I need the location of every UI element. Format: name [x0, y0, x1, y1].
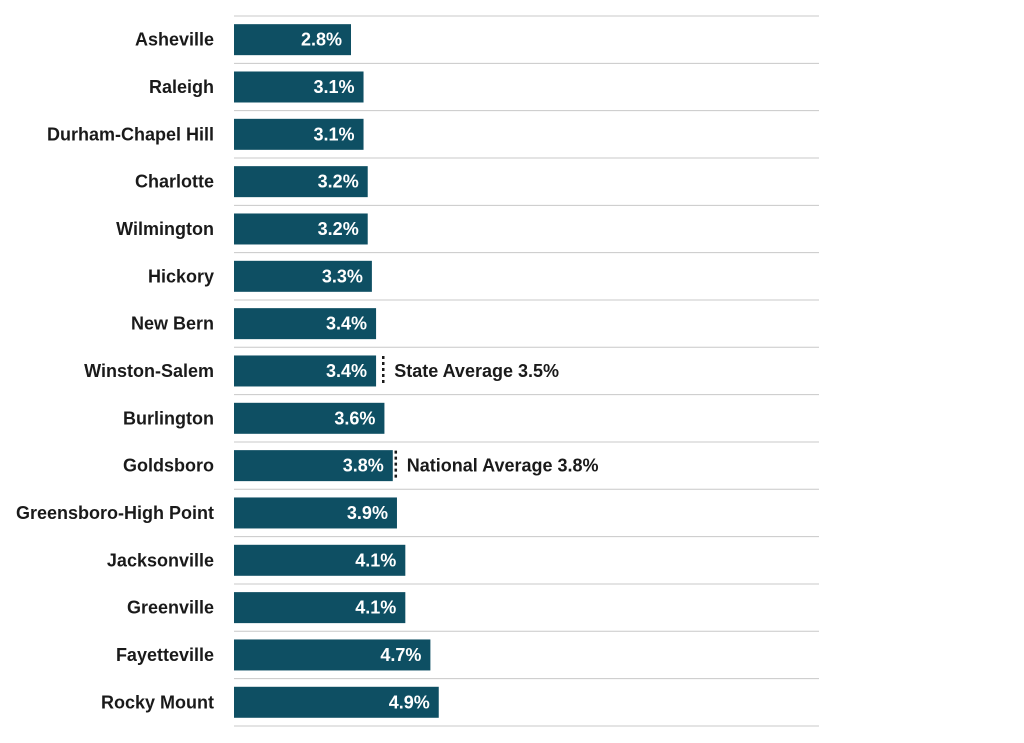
- bar: [234, 592, 406, 624]
- value-label: 3.2%: [318, 172, 359, 192]
- category-labels: Asheville Raleigh Durham-Chapel Hill Charlo…: [16, 30, 214, 713]
- bar: [234, 639, 431, 671]
- value-labels: 2.8% 3.1% 3.1% 3.2% 3.2% 3.3% 3.4% 3.4% 3.6% 3.8%…: [301, 30, 430, 713]
- category-label: Rocky Mount: [101, 692, 214, 712]
- category-label: Raleigh: [149, 77, 214, 97]
- category-label: Winston-Salem: [84, 361, 214, 381]
- category-label: Charlotte: [135, 172, 214, 192]
- value-label: 3.8%: [343, 456, 384, 476]
- value-label: 4.1%: [355, 598, 396, 618]
- bar: [234, 497, 397, 529]
- bar: [234, 686, 439, 718]
- bars: [234, 24, 439, 718]
- gridlines: [234, 15, 819, 727]
- value-label: 3.3%: [322, 266, 363, 286]
- category-label: Wilmington: [116, 219, 214, 239]
- bar: [234, 355, 377, 387]
- value-label: 3.4%: [326, 314, 367, 334]
- bar: [234, 260, 372, 292]
- value-label: 3.2%: [318, 219, 359, 239]
- category-label: Greenville: [127, 598, 214, 618]
- category-label: Fayetteville: [116, 645, 214, 665]
- bar: [234, 308, 377, 340]
- category-label: Durham-Chapel Hill: [47, 124, 214, 144]
- category-label: Goldsboro: [123, 456, 214, 476]
- value-label: 4.7%: [380, 645, 421, 665]
- reference-label: State Average 3.5%: [394, 361, 559, 381]
- value-label: 4.1%: [355, 550, 396, 570]
- bar: [234, 544, 406, 576]
- category-label: Asheville: [135, 30, 214, 50]
- bar: [234, 71, 364, 103]
- bar: [234, 118, 364, 150]
- bar: [234, 213, 368, 245]
- bar: [234, 24, 351, 56]
- bar: [234, 402, 385, 434]
- category-label: Hickory: [148, 266, 214, 286]
- value-label: 3.1%: [314, 124, 355, 144]
- value-label: 3.9%: [347, 503, 388, 523]
- bar: [234, 450, 393, 482]
- value-label: 4.9%: [389, 692, 430, 712]
- reference-label: National Average 3.8%: [407, 456, 599, 476]
- value-label: 2.8%: [301, 30, 342, 50]
- reference-markers: State Average 3.5% National Average 3.8%: [382, 355, 599, 481]
- category-label: Greensboro-High Point: [16, 503, 214, 523]
- category-label: Jacksonville: [107, 550, 214, 570]
- category-label: Burlington: [123, 408, 214, 428]
- bar: [234, 166, 368, 198]
- value-label: 3.1%: [314, 77, 355, 97]
- value-label: 3.4%: [326, 361, 367, 381]
- value-label: 3.6%: [334, 408, 375, 428]
- category-label: New Bern: [131, 314, 214, 334]
